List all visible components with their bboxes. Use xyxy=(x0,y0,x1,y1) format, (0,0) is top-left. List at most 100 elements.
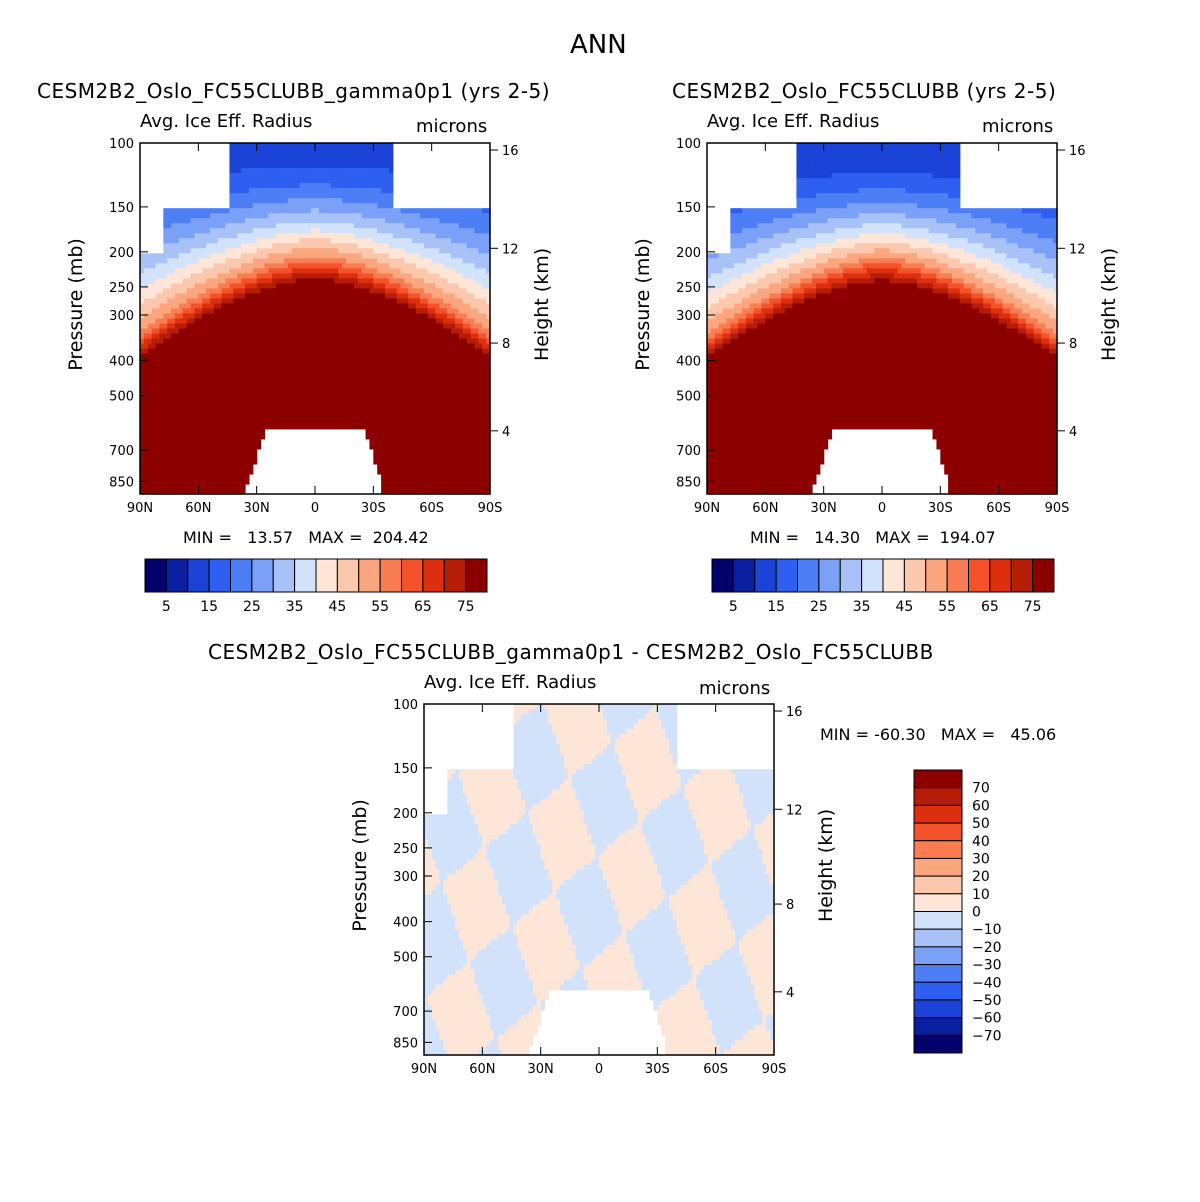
panel1-ytick-label: 100 xyxy=(109,137,134,152)
panel3-ytick-label: 850 xyxy=(393,1036,418,1051)
panel3-variable: Avg. Ice Eff. Radius xyxy=(424,672,597,693)
panel1-ytick-label: 400 xyxy=(109,355,134,370)
colorbar1-label: 45 xyxy=(328,599,346,615)
colorbar3-swatch xyxy=(913,840,963,859)
colorbar1-swatch xyxy=(187,558,210,593)
colorbar1-swatch xyxy=(422,558,445,593)
colorbar2-swatch xyxy=(818,558,841,593)
panel1-ytick-label: 150 xyxy=(109,201,134,216)
colorbar3-label: 20 xyxy=(972,869,990,885)
colorbar3-swatch xyxy=(913,893,963,912)
colorbar1-label: 5 xyxy=(162,599,171,615)
colorbar3-label: 60 xyxy=(972,798,990,814)
panel1-title: CESM2B2_Oslo_FC55CLUBB_gamma0p1 (yrs 2-5… xyxy=(37,79,551,103)
panel1-field xyxy=(140,143,491,495)
panel3-xtick-label: 0 xyxy=(595,1062,603,1077)
panel1-ytick-label: 200 xyxy=(109,246,134,261)
colorbar3-label: 30 xyxy=(972,851,990,867)
colorbar1-swatch xyxy=(208,558,231,593)
colorbar2-swatch xyxy=(732,558,756,593)
panel3-xtick-label: 60S xyxy=(703,1062,728,1077)
panel3-minmax: MIN = -60.30 MAX = 45.06 xyxy=(820,725,1057,744)
colorbar3-label: −50 xyxy=(972,993,1002,1009)
colorbar1-swatch xyxy=(315,558,338,593)
panel2-y2tick-label: 8 xyxy=(1069,337,1077,352)
panel2-xtick-label: 60N xyxy=(752,501,778,516)
colorbar3-label: −60 xyxy=(972,1011,1002,1027)
colorbar2-label: 15 xyxy=(767,599,785,615)
panel3-ytick-label: 300 xyxy=(393,870,418,885)
colorbar1-swatch xyxy=(144,558,167,593)
colorbar3-swatch xyxy=(913,946,963,966)
panel2-minmax: MIN = 14.30 MAX = 194.07 xyxy=(750,528,996,547)
colorbar3-label: −30 xyxy=(972,958,1002,974)
colorbar3-swatch xyxy=(913,928,963,948)
panel2-y2label: Height (km) xyxy=(1098,248,1120,361)
panel3-y2tick-label: 12 xyxy=(786,803,803,818)
panel2-y2tick-label: 16 xyxy=(1069,144,1086,159)
colorbar2-label: 75 xyxy=(1024,599,1042,615)
panel1-xtick-label: 60S xyxy=(419,501,444,516)
panel2-xtick-label: 90N xyxy=(694,501,720,516)
colorbar3-label: 0 xyxy=(972,905,981,921)
colorbar3-swatch xyxy=(913,911,963,930)
panel2-title: CESM2B2_Oslo_FC55CLUBB (yrs 2-5) xyxy=(672,79,1057,103)
colorbar1-swatch xyxy=(294,558,317,593)
panel3-xtick-label: 90S xyxy=(762,1062,787,1077)
panel2-ytick-label: 400 xyxy=(676,355,701,370)
colorbar3-swatch xyxy=(913,787,963,806)
panel3-y2label: Height (km) xyxy=(815,809,837,922)
colorbar2-swatch xyxy=(1032,558,1055,593)
panel1-ytick-label: 300 xyxy=(109,309,134,324)
colorbar2-swatch xyxy=(989,558,1012,593)
panel2-ytick-label: 250 xyxy=(676,281,701,296)
panel3-ytick-label: 100 xyxy=(393,698,418,713)
colorbar3-label: 70 xyxy=(972,781,990,797)
panel3-ytick-label: 400 xyxy=(393,916,418,931)
panel2-field xyxy=(707,143,1058,495)
colorbar3-label: 40 xyxy=(972,834,990,850)
colorbar3-swatch xyxy=(913,981,963,1001)
colorbar3-label: −10 xyxy=(972,922,1002,938)
panel3-field xyxy=(424,704,775,1056)
panel2-xtick-label: 30S xyxy=(928,501,953,516)
panel1-y2tick-label: 8 xyxy=(502,337,510,352)
colorbar3-label: −40 xyxy=(972,975,1002,991)
panel2-ytick-label: 300 xyxy=(676,309,701,324)
colorbar1-swatch xyxy=(336,558,360,593)
colorbar1-swatch xyxy=(401,558,424,593)
panel2-xtick-label: 60S xyxy=(986,501,1011,516)
colorbar1-label: 15 xyxy=(200,599,218,615)
panel2-variable: Avg. Ice Eff. Radius xyxy=(707,111,880,132)
panel1-xtick-label: 30S xyxy=(361,501,386,516)
panel1-y2tick-label: 12 xyxy=(502,242,519,257)
panel1-xtick-label: 30N xyxy=(244,501,270,516)
panel1-variable: Avg. Ice Eff. Radius xyxy=(140,111,313,132)
colorbar2-swatch xyxy=(754,558,777,593)
panel3-ytick-label: 700 xyxy=(393,1005,418,1020)
colorbar2-swatch xyxy=(797,558,820,593)
panel2-xtick-label: 30N xyxy=(811,501,837,516)
panel3-y2tick-label: 4 xyxy=(786,986,794,1001)
panel1-minmax: MIN = 13.57 MAX = 204.42 xyxy=(183,528,429,547)
colorbar2-swatch xyxy=(861,558,884,593)
panel2-ytick-label: 500 xyxy=(676,390,701,405)
panel2-ytick-label: 850 xyxy=(676,475,701,490)
colorbar3-swatch xyxy=(913,804,963,824)
colorbar3-swatch xyxy=(913,875,963,895)
panel1-ytick-label: 250 xyxy=(109,281,134,296)
panel1-y2tick-label: 16 xyxy=(502,144,519,159)
panel1-ytick-label: 700 xyxy=(109,444,134,459)
panel3-xtick-label: 60N xyxy=(469,1062,495,1077)
colorbar3-swatch xyxy=(913,822,963,842)
colorbar3-label: −70 xyxy=(972,1028,1002,1044)
colorbar1-swatch xyxy=(443,558,467,593)
colorbar1-swatch xyxy=(379,558,402,593)
panel2-ytick-label: 100 xyxy=(676,137,701,152)
colorbar3-label: −20 xyxy=(972,940,1002,956)
panel1-ylabel: Pressure (mb) xyxy=(65,238,87,371)
colorbar1-label: 55 xyxy=(371,599,389,615)
colorbar2-swatch xyxy=(925,558,948,593)
colorbar3-swatch xyxy=(913,1017,963,1036)
